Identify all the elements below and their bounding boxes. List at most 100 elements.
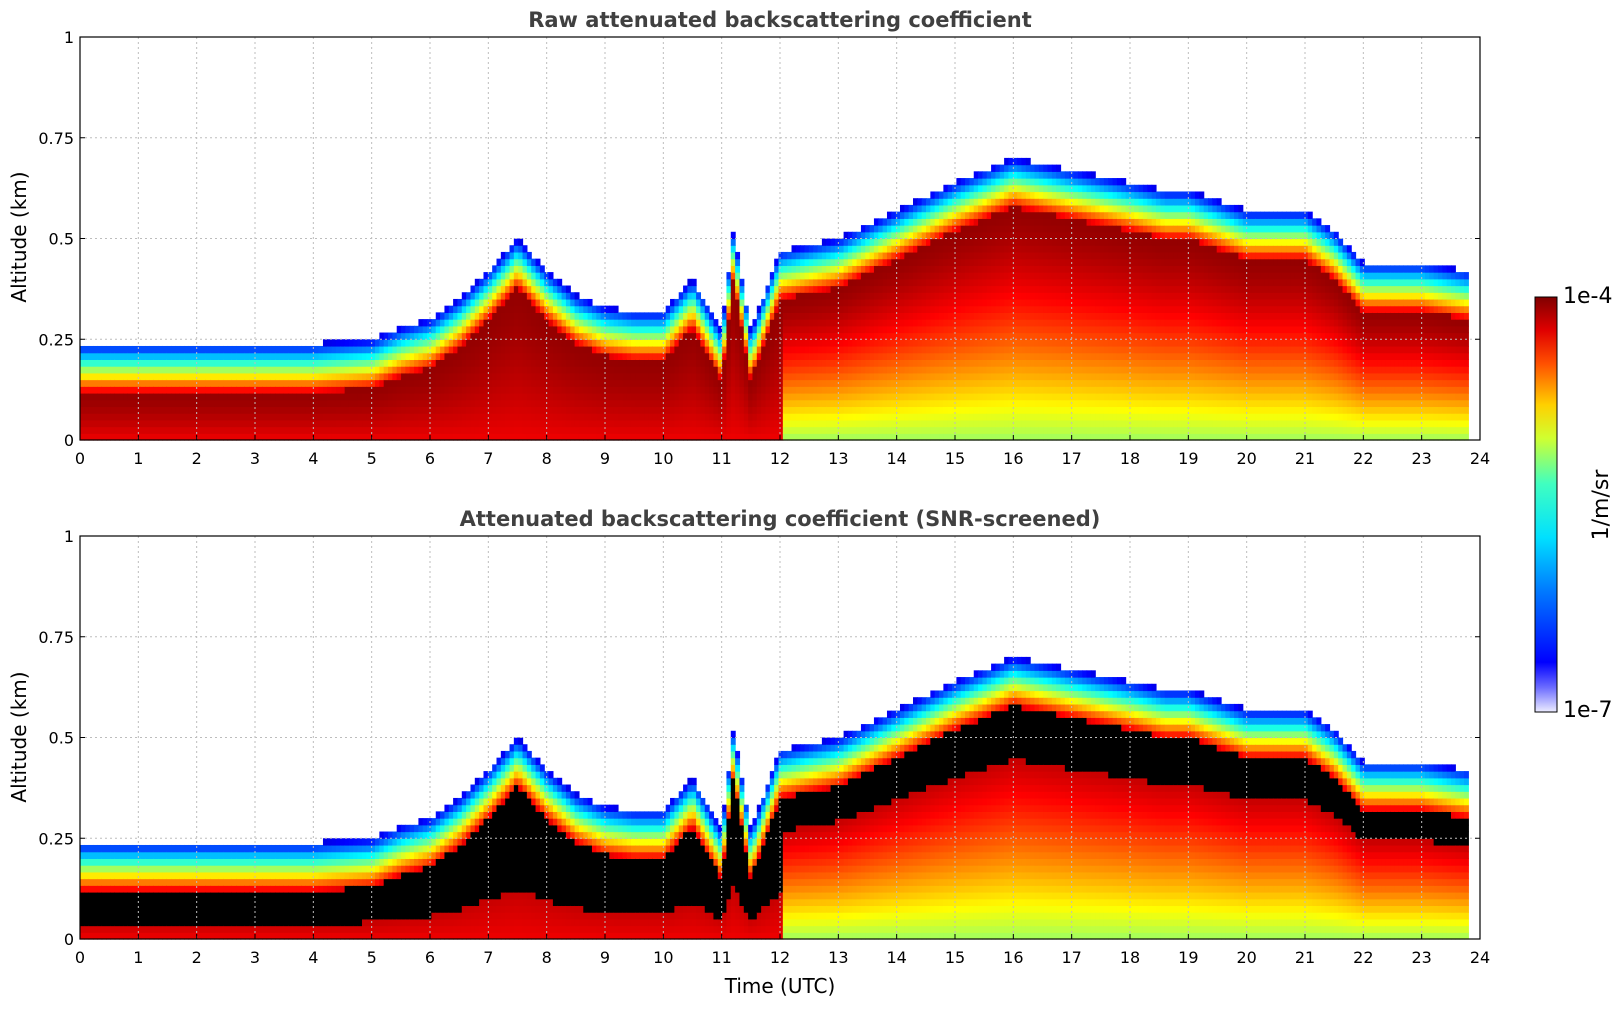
heatmap-cell [687,406,692,413]
raw-backscatter-panel: Raw attenuated backscattering coefficien… [7,8,1490,468]
heatmap-cell [640,400,645,407]
heatmap-cell [345,400,350,407]
heatmap-cell [457,319,462,326]
heatmap-cell [249,353,254,360]
heatmap-cell [562,400,567,407]
heatmap-cell [405,386,410,393]
heatmap-cell [466,406,471,413]
heatmap-cell [97,386,102,393]
heatmap-cell [288,406,293,413]
heatmap-cell [457,366,462,373]
heatmap-cell [236,386,241,393]
heatmap-cell [661,413,666,420]
heatmap-cell [89,400,94,407]
heatmap-cell [453,299,458,306]
heatmap-cell [84,427,89,434]
heatmap-cell [479,380,484,387]
heatmap-cell [241,346,246,353]
heatmap-cell [97,359,102,366]
heatmap-cell [687,373,692,380]
heatmap-cell [575,366,580,373]
heatmap-cell [440,393,445,400]
heatmap-cell [254,373,259,380]
heatmap-cell [392,359,397,366]
heatmap-cell [375,420,380,427]
heatmap-cell [579,346,584,353]
heatmap-cell [358,339,363,346]
heatmap-cell [635,427,640,434]
heatmap-cell [340,393,345,400]
y-axis-label: Altitude (km) [7,171,31,302]
heatmap-cell [193,413,198,420]
heatmap-cell [614,339,619,346]
heatmap-cell [214,393,219,400]
heatmap-cell [462,420,467,427]
heatmap-cell [457,386,462,393]
heatmap-cell [579,420,584,427]
heatmap-cell [653,400,658,407]
heatmap-cell [592,326,597,333]
heatmap-cell [397,400,402,407]
heatmap-cell [479,306,484,313]
heatmap-cell [614,366,619,373]
heatmap-cell [557,380,562,387]
heatmap-cell [180,400,185,407]
heatmap-cell [670,353,675,360]
heatmap-cell [570,299,575,306]
heatmap-cell [271,386,276,393]
heatmap-cell [223,420,228,427]
heatmap-cell [722,346,727,353]
heatmap-cell [562,339,567,346]
heatmap-cell [674,346,679,353]
heatmap-cell [280,427,285,434]
heatmap-cell [453,312,458,319]
heatmap-cell [510,346,515,353]
heatmap-cell [392,339,397,346]
heatmap-cell [475,406,480,413]
heatmap-cell [401,406,406,413]
heatmap-cell [332,420,337,427]
heatmap-cell [319,420,324,427]
heatmap-cell [141,359,146,366]
heatmap-cell [466,359,471,366]
heatmap-cell [505,420,510,427]
heatmap-cell [497,326,502,333]
heatmap-cell [275,386,280,393]
heatmap-cell [627,319,632,326]
heatmap-cell [713,319,718,326]
heatmap-cell [579,380,584,387]
heatmap-cell [223,413,228,420]
heatmap-cell [683,386,688,393]
heatmap-cell [301,427,306,434]
heatmap-cell [171,380,176,387]
heatmap-cell [436,326,441,333]
heatmap-cell [262,427,267,434]
heatmap-cell [375,339,380,346]
heatmap-cell [280,353,285,360]
heatmap-cell [384,400,389,407]
heatmap-cell [405,366,410,373]
heatmap-cell [722,319,727,326]
heatmap-cell [531,312,536,319]
heatmap-cell [518,400,523,407]
heatmap-cell [97,366,102,373]
heatmap-cell [644,346,649,353]
heatmap-cell [232,413,237,420]
heatmap-cell [388,353,393,360]
heatmap-cell [219,400,224,407]
heatmap-cell [470,400,475,407]
heatmap-cell [149,406,154,413]
heatmap-cell [722,353,727,360]
heatmap-cell [175,380,180,387]
heatmap-cell [245,346,250,353]
heatmap-cell [670,380,675,387]
heatmap-cell [80,413,85,420]
heatmap-cell [531,427,536,434]
heatmap-cell [700,339,705,346]
heatmap-cell [214,359,219,366]
heatmap-cell [340,353,345,360]
heatmap-cell [232,359,237,366]
heatmap-cell [674,339,679,346]
heatmap-cell [258,346,263,353]
heatmap-cell [679,346,684,353]
